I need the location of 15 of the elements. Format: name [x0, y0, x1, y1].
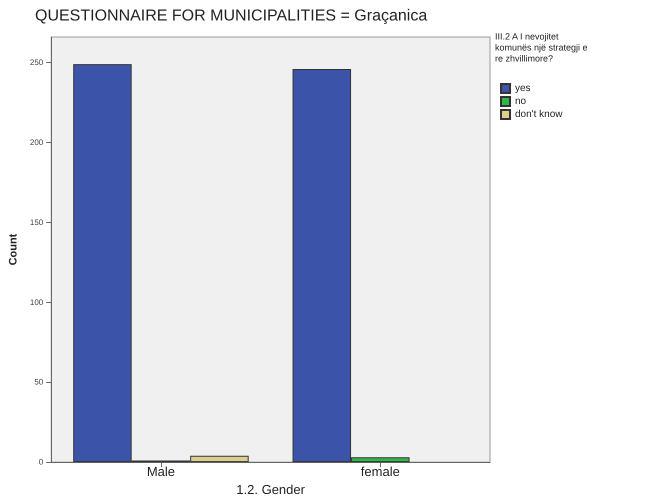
- legend-label: yes: [515, 83, 531, 94]
- y-tick-label: 0: [38, 458, 44, 467]
- legend-label: don't know: [515, 109, 564, 120]
- x-tick-label: Male: [146, 464, 176, 480]
- x-axis-title: 1.2. Gender: [236, 482, 306, 497]
- y-tick-label: 50: [34, 378, 44, 387]
- chart-title: QUESTIONNAIRE FOR MUNICIPALITIES = Graçanica: [35, 8, 428, 24]
- x-tick-label: female: [360, 464, 400, 480]
- y-tick-label: 200: [30, 138, 44, 147]
- y-tick-label: 100: [30, 298, 44, 307]
- y-tick-label: 250: [30, 58, 44, 68]
- y-tick-label: 150: [30, 218, 44, 227]
- y-axis-title: Count: [8, 233, 20, 266]
- legend-title: III.2 A I nevojitet komunës një strategji e re zhvillimore?: [495, 32, 588, 64]
- legend-label: no: [515, 96, 527, 107]
